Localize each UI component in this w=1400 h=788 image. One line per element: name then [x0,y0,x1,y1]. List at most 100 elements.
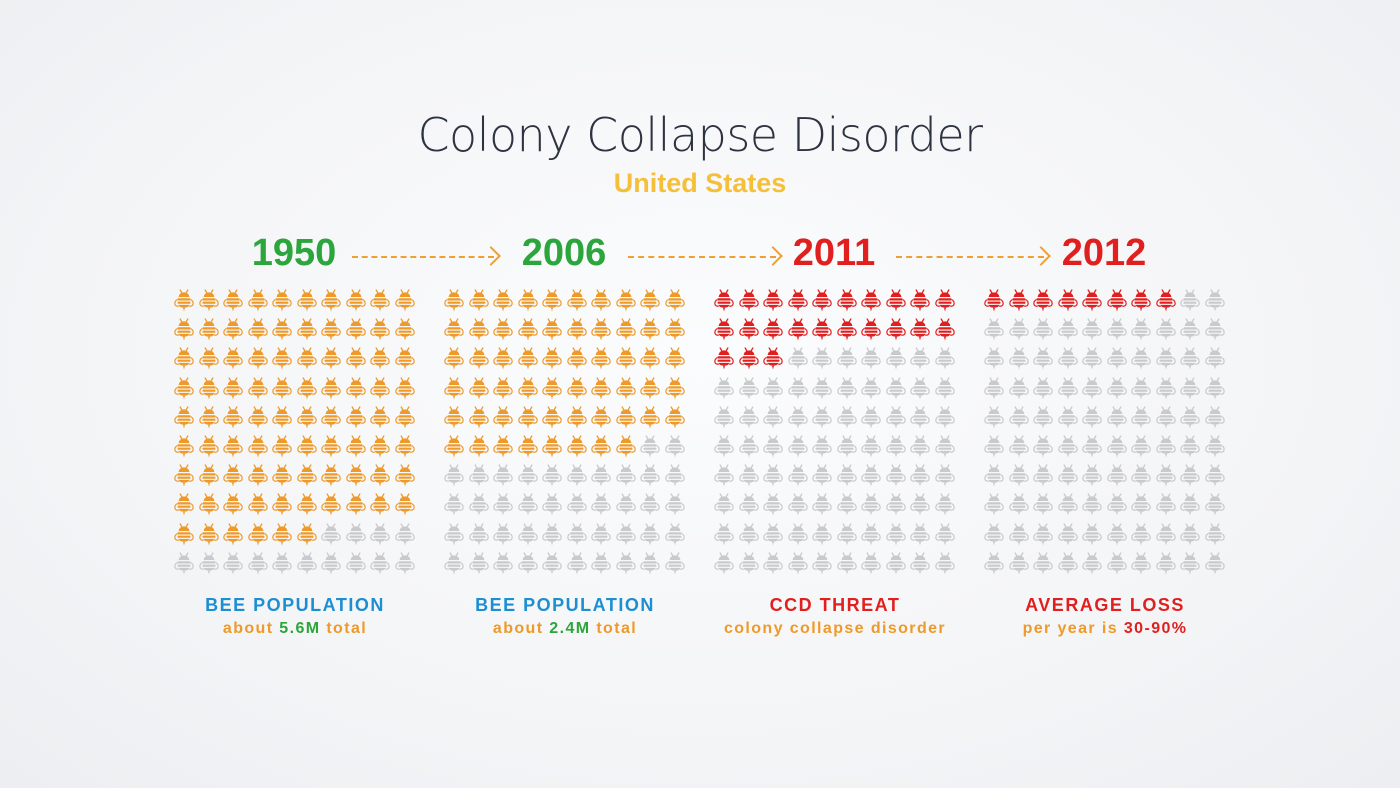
bee-icon-filled [394,464,415,488]
bee-icon-filled [247,435,268,459]
bee-icon-filled [812,318,832,342]
bee-icon-filled [1082,289,1102,313]
bee-icon-empty [1106,493,1127,517]
bee-icon-empty [714,493,734,517]
bee-icon-empty [1008,522,1029,547]
bee-icon-filled [247,406,268,430]
bee-icon-empty [493,522,513,547]
bee-grid-2006 [444,289,690,583]
bee-icon-filled [321,347,341,371]
bee-icon-empty [1008,464,1029,488]
bee-icon-filled [247,522,268,547]
bee-icon-empty [836,493,857,517]
bee-icon-filled [787,289,808,313]
bee-icon-empty [934,522,955,547]
bee-icon-filled [247,464,268,488]
bee-icon-filled [812,289,832,313]
bee-icon-filled [615,347,636,371]
bee-icon-filled [321,376,341,401]
bee-icon-empty [1155,552,1176,576]
bee-icon-filled [370,435,390,459]
bee-icon-filled [223,376,243,401]
bee-icon-filled [198,347,219,371]
bee-icon-empty [1180,552,1200,576]
caption-label: CCD THREAT [769,595,901,615]
bee-icon-filled [787,318,808,342]
bee-icon-filled [174,464,194,488]
bee-icon-empty [885,552,906,576]
bee-icon-empty [1106,318,1127,342]
bee-icon-empty [1155,318,1176,342]
bee-icon-filled [296,464,317,488]
bee-icon-filled [861,289,881,313]
bee-icon-empty [615,493,636,517]
bee-icon-empty [1155,522,1176,547]
arrow-icon [352,246,501,266]
bee-icon-filled [370,347,390,371]
bee-icon-empty [714,552,734,576]
bee-icon-empty [1155,435,1176,459]
bee-icon-filled [272,493,292,517]
bee-icon-filled [345,347,366,371]
bee-icon-empty [714,464,734,488]
bee-icon-filled [394,493,415,517]
bee-icon-filled [345,289,366,313]
bee-icon-empty [1180,522,1200,547]
bee-icon-filled [198,289,219,313]
bee-icon-filled [296,406,317,430]
bee-icon-empty [640,435,660,459]
bee-icon-empty [1180,464,1200,488]
bee-icon-filled [247,289,268,313]
bee-icon-filled [468,347,489,371]
bee-icon-empty [1082,552,1102,576]
bee-icon-empty [1180,493,1200,517]
bee-icon-empty [1204,552,1225,576]
detail-value: 2.4M [549,620,591,637]
bee-icon-filled [198,406,219,430]
bee-icon-filled [272,289,292,313]
bee-icon-filled [272,464,292,488]
bee-icon-empty [1204,493,1225,517]
bee-icon-empty [763,552,783,576]
bee-icon-empty [934,406,955,430]
bee-icon-empty [394,552,415,576]
bee-icon-filled [394,406,415,430]
bee-icon-filled [1008,289,1029,313]
bee-icon-empty [664,552,685,576]
bee-icon-empty [861,522,881,547]
bee-icon-empty [1057,435,1078,459]
bee-icon-filled [1033,289,1053,313]
bee-icon-filled [345,376,366,401]
bee-icon-empty [664,435,685,459]
bee-icon-filled [468,376,489,401]
bee-icon-filled [296,493,317,517]
caption-detail: about 5.6M total [160,620,430,638]
bee-icon-filled [444,435,464,459]
bee-icon-empty [444,493,464,517]
bee-icon-filled [591,376,611,401]
bee-icon-filled [591,318,611,342]
bee-icon-empty [1204,406,1225,430]
bee-icon-filled [272,347,292,371]
page-subtitle: United States [613,168,787,198]
caption-label: BEE POPULATION [205,595,385,615]
bee-icon-empty [885,376,906,401]
bee-icon-empty [861,493,881,517]
caption-detail: colony collapse disorder [700,620,970,638]
bee-icon-filled [664,318,685,342]
bee-icon-empty [664,522,685,547]
bee-icon-filled [345,493,366,517]
bee-icon-empty [1057,376,1078,401]
bee-icon-empty [714,376,734,401]
bee-icon-empty [1033,435,1053,459]
bee-icon-empty [910,376,930,401]
bee-icon-filled [296,318,317,342]
bee-icon-empty [542,522,562,547]
bee-icon-empty [836,522,857,547]
bee-icon-empty [1082,406,1102,430]
bee-icon-empty [714,522,734,547]
bee-icon-empty [664,493,685,517]
bee-icon-filled [615,406,636,430]
bee-icon-empty [1204,435,1225,459]
bee-icon-filled [223,289,243,313]
